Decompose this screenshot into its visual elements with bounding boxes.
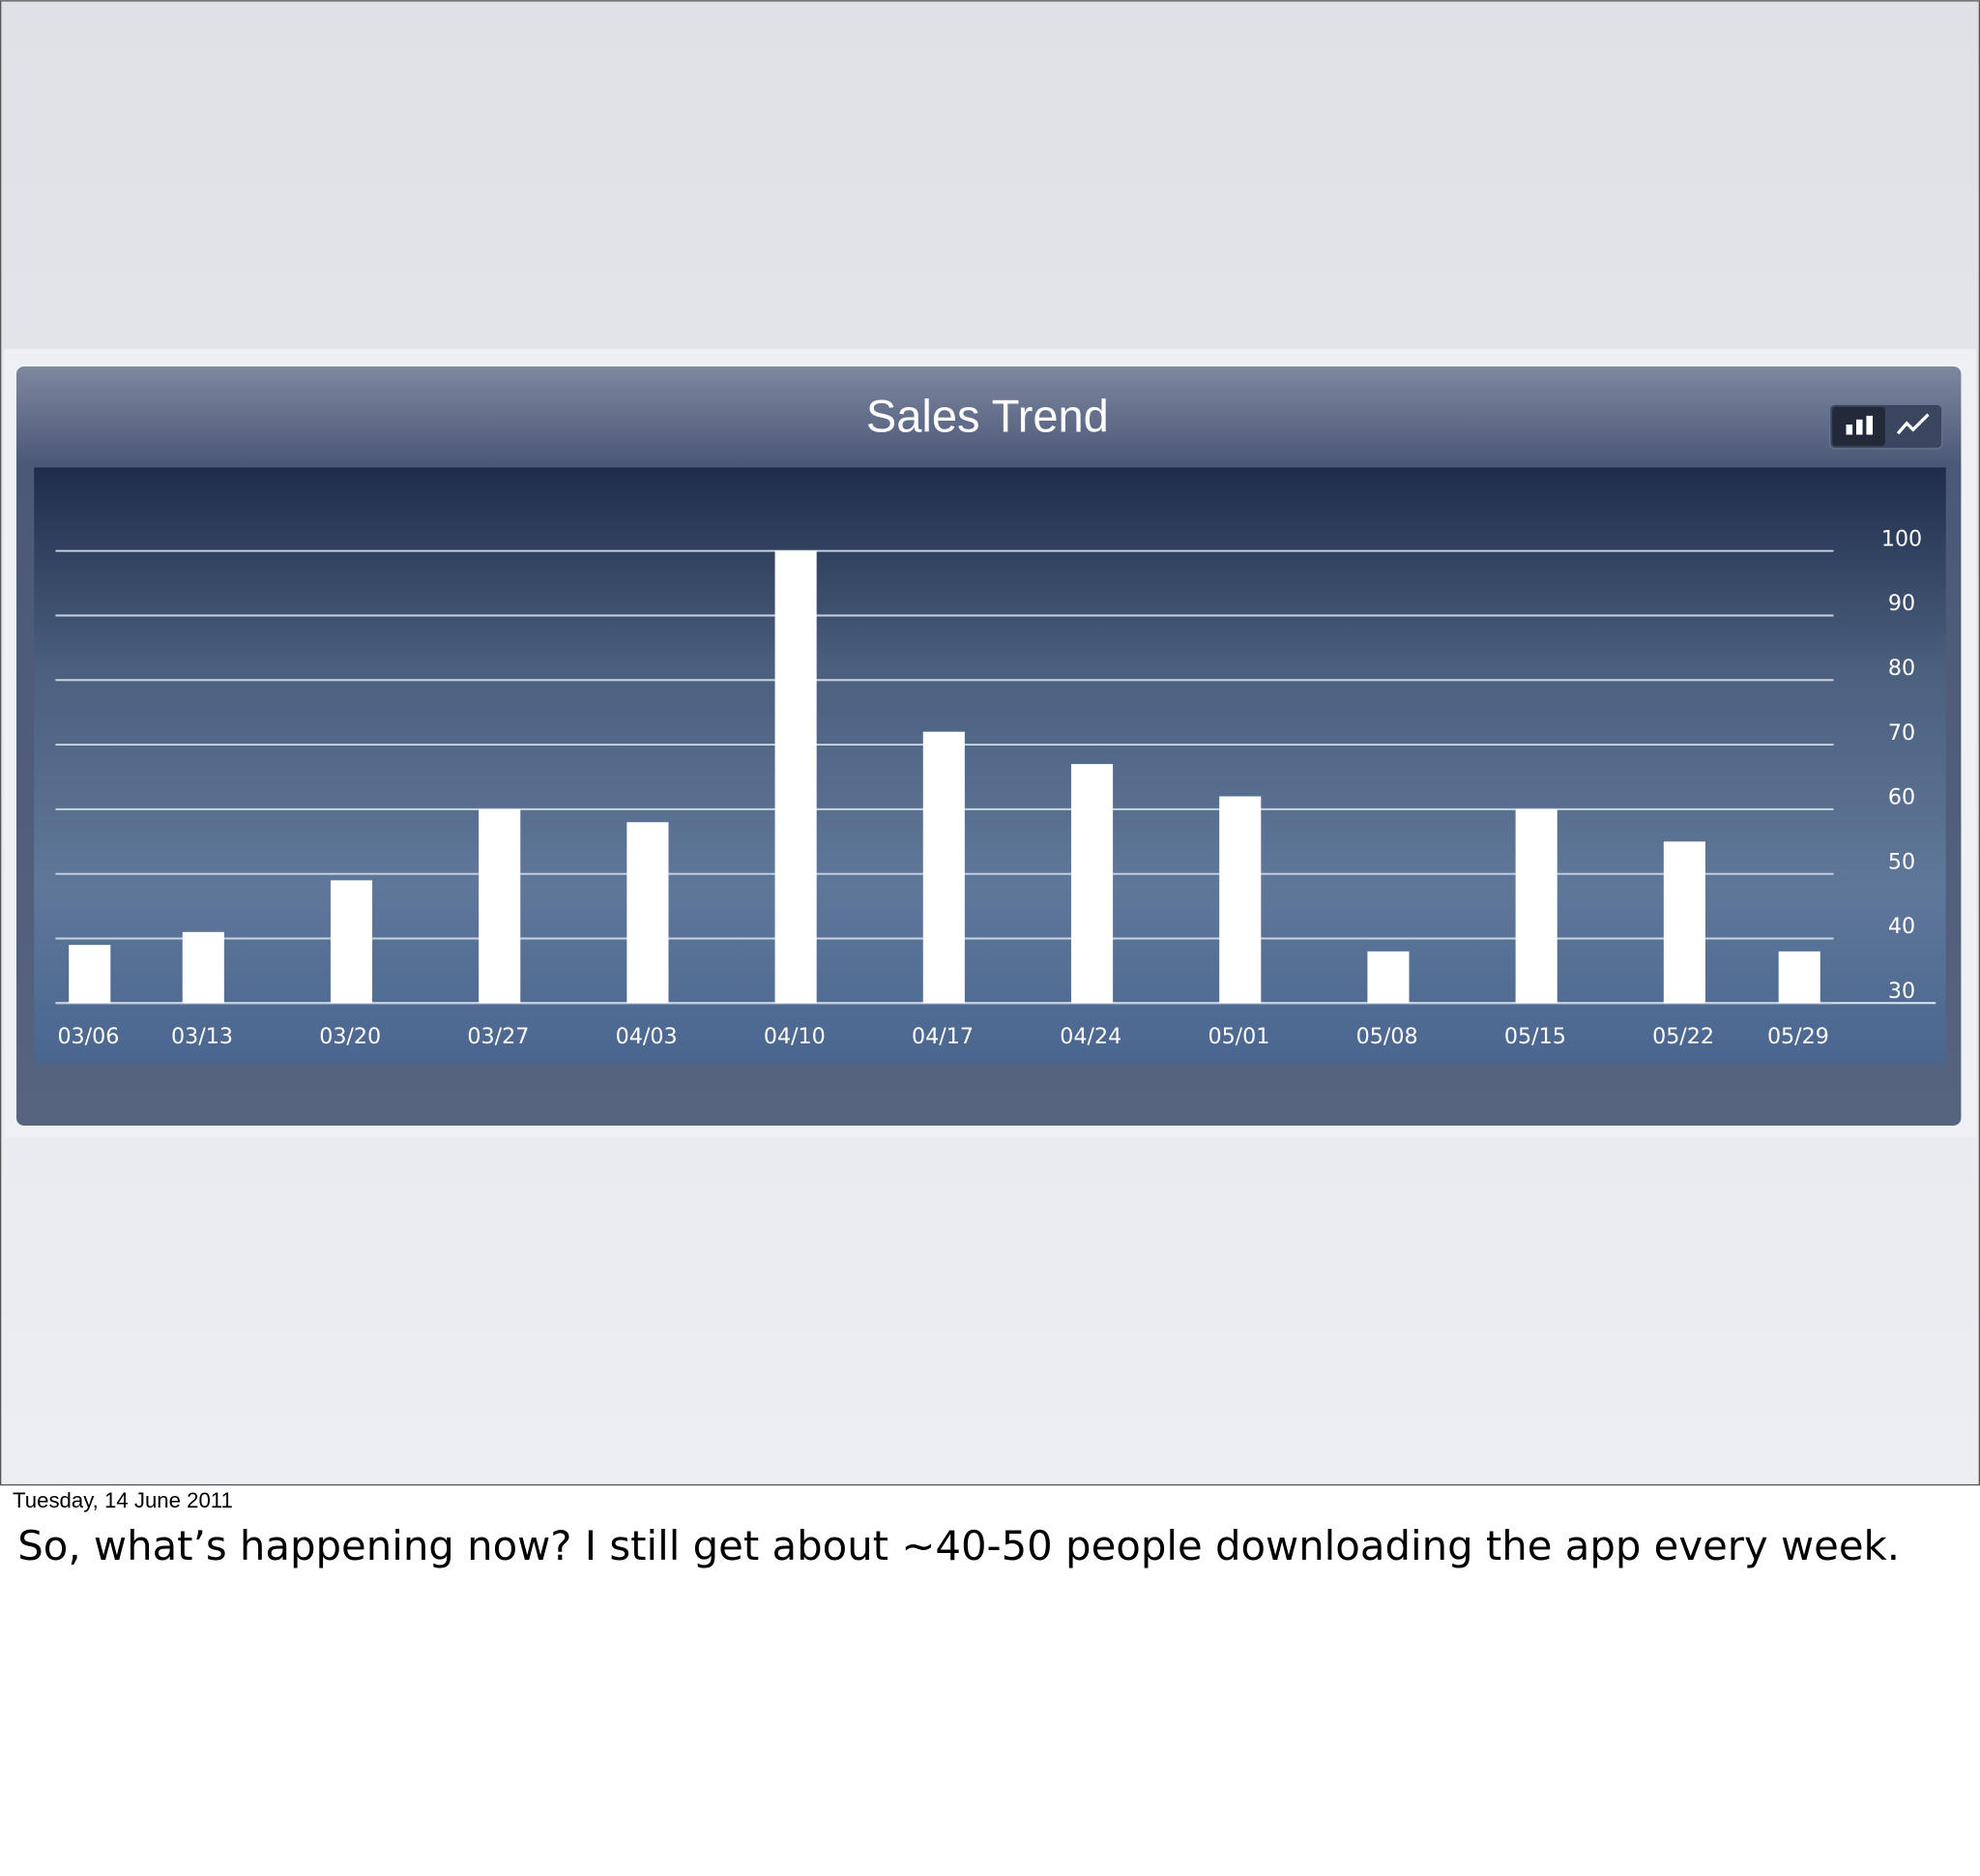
- bar: [1367, 951, 1410, 1004]
- y-tick-label: 70: [1888, 720, 1915, 746]
- x-tick-label: 04/10: [764, 1024, 826, 1049]
- bar: [1219, 796, 1262, 1004]
- y-tick-label: 40: [1888, 914, 1915, 939]
- bar: [626, 822, 669, 1004]
- bar: [479, 808, 521, 1004]
- bar: [1070, 764, 1114, 1004]
- y-tick-label: 90: [1888, 591, 1915, 616]
- bar: [330, 880, 373, 1004]
- x-tick-label: 03/13: [171, 1024, 233, 1049]
- chart-type-toggle[interactable]: [1828, 403, 1943, 450]
- line-mode-button[interactable]: [1896, 413, 1930, 435]
- x-tick-label: 03/20: [319, 1024, 381, 1049]
- bar: [182, 931, 224, 1004]
- slide-date: Tuesday, 14 June 2011: [13, 1488, 233, 1512]
- plot-area: [34, 467, 1946, 1064]
- bar: [1663, 841, 1705, 1004]
- x-tick-label: 04/17: [912, 1024, 974, 1049]
- x-tick-label: 05/08: [1356, 1024, 1418, 1049]
- bar: [774, 550, 817, 1004]
- x-tick-label: 05/29: [1767, 1024, 1829, 1049]
- y-tick-label: 100: [1881, 526, 1922, 551]
- x-tick-label: 05/15: [1504, 1024, 1566, 1049]
- x-tick-label: 05/01: [1208, 1024, 1269, 1049]
- y-tick-label: 80: [1888, 656, 1915, 681]
- bar: [1778, 951, 1820, 1004]
- bar: [922, 731, 965, 1004]
- y-tick-label: 50: [1888, 849, 1915, 874]
- x-tick-label: 05/22: [1652, 1024, 1714, 1049]
- x-tick-label: 04/24: [1060, 1024, 1121, 1049]
- y-tick-label: 30: [1888, 979, 1915, 1004]
- x-tick-label: 03/06: [57, 1024, 119, 1049]
- speaker-notes: So, what’s happening now? I still get ab…: [17, 1522, 1900, 1569]
- x-tick-label: 03/27: [467, 1024, 529, 1049]
- y-tick-label: 60: [1888, 785, 1915, 810]
- x-tick-label: 04/03: [616, 1024, 678, 1049]
- bar: [1515, 808, 1558, 1004]
- bar: [69, 945, 111, 1004]
- chart-title: Sales Trend: [866, 390, 1109, 441]
